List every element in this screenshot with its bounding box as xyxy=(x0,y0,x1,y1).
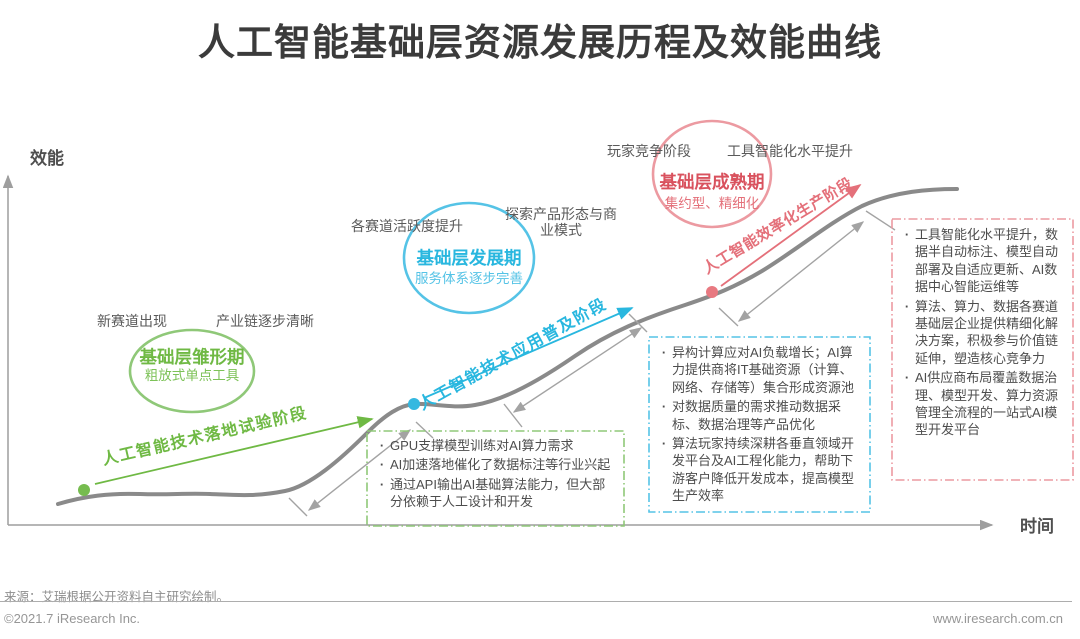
bullet-dot: · xyxy=(904,298,910,314)
stage2-circle-subtitle: 服务体系逐步完善 xyxy=(415,271,523,286)
stage1-callout-border xyxy=(366,430,625,527)
curve-tick xyxy=(503,403,523,428)
range-arrow-stage1 xyxy=(307,429,412,511)
range-arrow-stage3 xyxy=(737,221,865,322)
stage1-milestone-dot xyxy=(78,484,90,496)
stage3-circle xyxy=(651,119,773,229)
stage3-milestone-dot xyxy=(706,286,718,298)
stage2-label-left: 各赛道活跃度提升 xyxy=(351,218,463,234)
copyright: ©2021.7 iResearch Inc. xyxy=(4,611,141,626)
stage1-circle-subtitle: 粗放式单点工具 xyxy=(144,368,240,383)
stage1-circle-title: 基础层雏形期 xyxy=(139,347,245,367)
curve-tick xyxy=(415,421,434,439)
range-arrow-stage2 xyxy=(512,327,643,413)
stage1-label-left: 新赛道出现 xyxy=(97,313,167,329)
bullet-dot: · xyxy=(379,457,385,473)
curve-tick xyxy=(718,307,739,327)
curve-tick xyxy=(865,210,896,231)
bullet-dot: · xyxy=(904,227,910,242)
bullet-item: · AI供应商布局覆盖数据治理、模型开发、算力资源管理全流程的一站式AI模型开发平… xyxy=(899,369,1067,439)
bullet-item: · 算法、算力、数据各赛道基础层企业提供精细化解决方案，积极参与价值链延伸，塑造核… xyxy=(899,298,1067,368)
divider-line xyxy=(0,601,1072,602)
bullet-list: · 工具智能化水平提升，数据半自动标注、模型自动部署及自适应更新、AI数据中心智能… xyxy=(899,226,1067,439)
phase-arrow-stage3 xyxy=(720,183,862,287)
stage3-label-right: 工具智能化水平提升 xyxy=(727,143,853,159)
phase-arrow-stage2 xyxy=(423,307,634,399)
stage1-label-right: 产业链逐步清晰 xyxy=(216,313,314,329)
stage2-circle xyxy=(402,201,536,315)
page-title: 人工智能基础层资源发展历程及效能曲线 xyxy=(198,22,882,63)
bullet-item: · 通过API输出AI基础算法能力，但大部分依赖于人工设计和开发 xyxy=(374,476,618,511)
stage2-milestone-dot xyxy=(408,398,420,410)
stage2-label-right: 探索产品形态与商业模式 xyxy=(505,206,617,238)
stage3-circle-subtitle: 集约型、精细化 xyxy=(664,196,760,211)
bullet-dot: · xyxy=(661,399,667,415)
bullet-dot: · xyxy=(661,436,667,452)
stage3-circle-title: 基础层成熟期 xyxy=(659,172,765,192)
bullet-list: · GPU支撑模型训练对AI算力需求 · AI加速落地催化了数据标注等行业兴起 · 通… xyxy=(374,437,618,511)
bullet-dot: · xyxy=(379,476,385,492)
phase-arrow-stage1 xyxy=(94,416,374,485)
x-axis-label: 时间 xyxy=(1020,517,1054,536)
bullet-item: · AI加速落地催化了数据标注等行业兴起 xyxy=(374,456,618,473)
curve-tick xyxy=(288,497,308,517)
stage3-callout-box: · 工具智能化水平提升，数据半自动标注、模型自动部署及自适应更新、AI数据中心智能… xyxy=(899,226,1067,441)
stage1-callout-box: · GPU支撑模型训练对AI算力需求 · AI加速落地催化了数据标注等行业兴起 · 通… xyxy=(374,437,618,513)
stage3-callout-border xyxy=(891,218,1074,481)
bullet-item: · 异构计算应对AI负载增长；AI算力提供商将IT基础资源（计算、网络、存储等）集… xyxy=(656,344,864,396)
bullet-item: · 工具智能化水平提升，数据半自动标注、模型自动部署及自适应更新、AI数据中心智能… xyxy=(899,226,1067,296)
bullet-dot: · xyxy=(379,438,385,453)
bullet-list: · 异构计算应对AI负载增长；AI算力提供商将IT基础资源（计算、网络、存储等）集… xyxy=(656,344,864,505)
website-url: www.iresearch.com.cn xyxy=(932,611,1063,626)
stage2-callout-box: · 异构计算应对AI负载增长；AI算力提供商将IT基础资源（计算、网络、存储等）集… xyxy=(656,344,864,507)
y-axis-label: 效能 xyxy=(30,149,64,168)
stage2-circle-title: 基础层发展期 xyxy=(416,248,522,268)
source-note: 来源：艾瑞根据公开资料自主研究绘制。 xyxy=(4,590,230,604)
stage3-label-left: 玩家竞争阶段 xyxy=(607,143,691,159)
bullet-item: · GPU支撑模型训练对AI算力需求 xyxy=(374,437,618,454)
bullet-item: · 对数据质量的需求推动数据采标、数据治理等产品优化 xyxy=(656,398,864,433)
bullet-dot: · xyxy=(904,370,910,386)
bullet-dot: · xyxy=(661,345,667,360)
bullet-item: · 算法玩家持续深耕各垂直领域开发平台及AI工程化能力，帮助下游客户降低开发成本，… xyxy=(656,435,864,505)
stage1-circle xyxy=(128,328,256,414)
